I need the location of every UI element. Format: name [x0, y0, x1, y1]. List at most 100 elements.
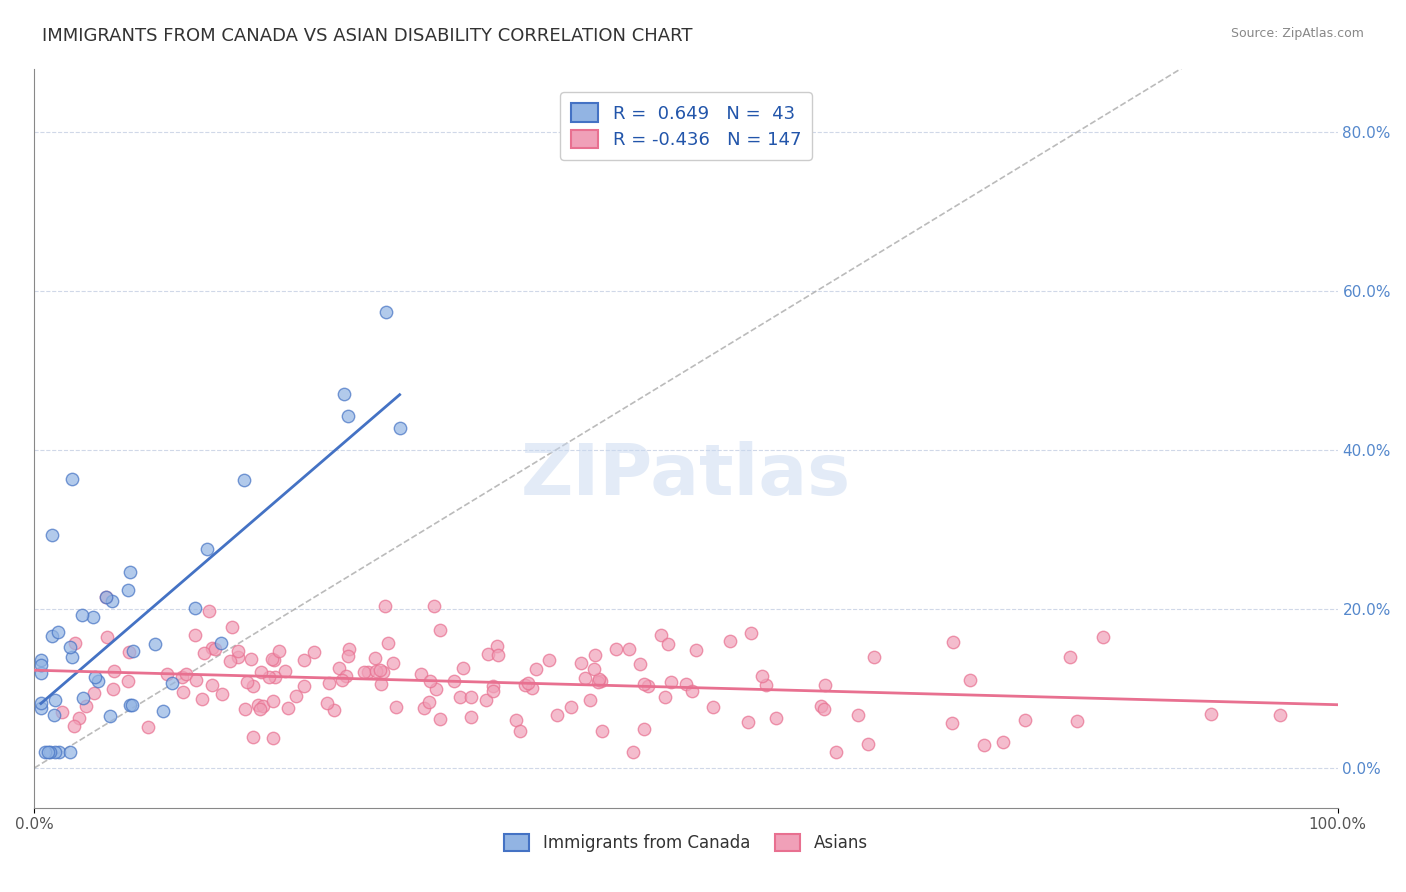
Point	[637, 679, 659, 693]
Point	[121, 698, 143, 712]
Point	[681, 684, 703, 698]
Point	[1066, 714, 1088, 728]
Point	[546, 707, 568, 722]
Point	[617, 641, 640, 656]
Text: Source: ZipAtlas.com: Source: ZipAtlas.com	[1230, 27, 1364, 40]
Point	[51, 705, 73, 719]
Point	[172, 685, 194, 699]
Point	[374, 304, 396, 318]
Point	[242, 679, 264, 693]
Point	[513, 678, 536, 692]
Point	[813, 702, 835, 716]
Point	[377, 636, 399, 650]
Point	[460, 690, 482, 704]
Point	[959, 673, 981, 688]
Point	[825, 745, 848, 759]
Point	[628, 657, 651, 671]
Point	[323, 703, 346, 717]
Point	[262, 694, 284, 708]
Point	[242, 731, 264, 745]
Point	[475, 693, 498, 707]
Point	[30, 657, 52, 672]
Point	[765, 711, 787, 725]
Point	[364, 651, 387, 665]
Point	[991, 735, 1014, 749]
Point	[44, 745, 66, 759]
Point	[170, 670, 193, 684]
Point	[382, 656, 405, 670]
Point	[368, 663, 391, 677]
Point	[204, 641, 226, 656]
Point	[942, 635, 965, 649]
Point	[702, 699, 724, 714]
Point	[370, 676, 392, 690]
Point	[333, 387, 356, 401]
Point	[650, 628, 672, 642]
Point	[1268, 707, 1291, 722]
Point	[83, 670, 105, 684]
Point	[482, 684, 505, 698]
Point	[30, 697, 52, 711]
Point	[751, 669, 773, 683]
Point	[263, 653, 285, 667]
Point	[582, 662, 605, 676]
Point	[569, 656, 592, 670]
Point	[211, 687, 233, 701]
Point	[41, 528, 63, 542]
Point	[39, 745, 62, 759]
Point	[252, 698, 274, 713]
Point	[413, 701, 436, 715]
Point	[560, 700, 582, 714]
Point	[42, 708, 65, 723]
Point	[605, 642, 627, 657]
Point	[96, 630, 118, 644]
Point	[353, 665, 375, 680]
Point	[30, 666, 52, 681]
Point	[1092, 630, 1115, 644]
Point	[183, 600, 205, 615]
Point	[486, 639, 509, 653]
Point	[654, 690, 676, 704]
Point	[813, 678, 835, 692]
Point	[460, 710, 482, 724]
Point	[591, 673, 613, 688]
Point	[371, 665, 394, 680]
Point	[621, 745, 644, 759]
Point	[200, 678, 222, 692]
Point	[48, 745, 70, 759]
Point	[451, 661, 474, 675]
Point	[449, 690, 471, 704]
Point	[657, 637, 679, 651]
Point	[302, 645, 325, 659]
Point	[233, 473, 256, 487]
Point	[247, 698, 270, 712]
Point	[520, 681, 543, 696]
Point	[101, 681, 124, 696]
Point	[284, 689, 307, 703]
Point	[418, 695, 440, 709]
Point	[257, 670, 280, 684]
Point	[366, 665, 388, 679]
Point	[156, 667, 179, 681]
Point	[633, 677, 655, 691]
Point	[249, 665, 271, 679]
Point	[44, 693, 66, 707]
Point	[273, 664, 295, 678]
Point	[675, 677, 697, 691]
Point	[87, 674, 110, 689]
Point	[292, 653, 315, 667]
Point	[429, 712, 451, 726]
Point	[160, 676, 183, 690]
Point	[718, 634, 741, 648]
Point	[337, 642, 360, 657]
Point	[184, 673, 207, 688]
Point	[262, 731, 284, 745]
Text: IMMIGRANTS FROM CANADA VS ASIAN DISABILITY CORRELATION CHART: IMMIGRANTS FROM CANADA VS ASIAN DISABILI…	[42, 27, 693, 45]
Point	[388, 421, 411, 435]
Point	[152, 705, 174, 719]
Point	[143, 637, 166, 651]
Point	[740, 625, 762, 640]
Point	[83, 686, 105, 700]
Point	[118, 565, 141, 579]
Point	[482, 679, 505, 693]
